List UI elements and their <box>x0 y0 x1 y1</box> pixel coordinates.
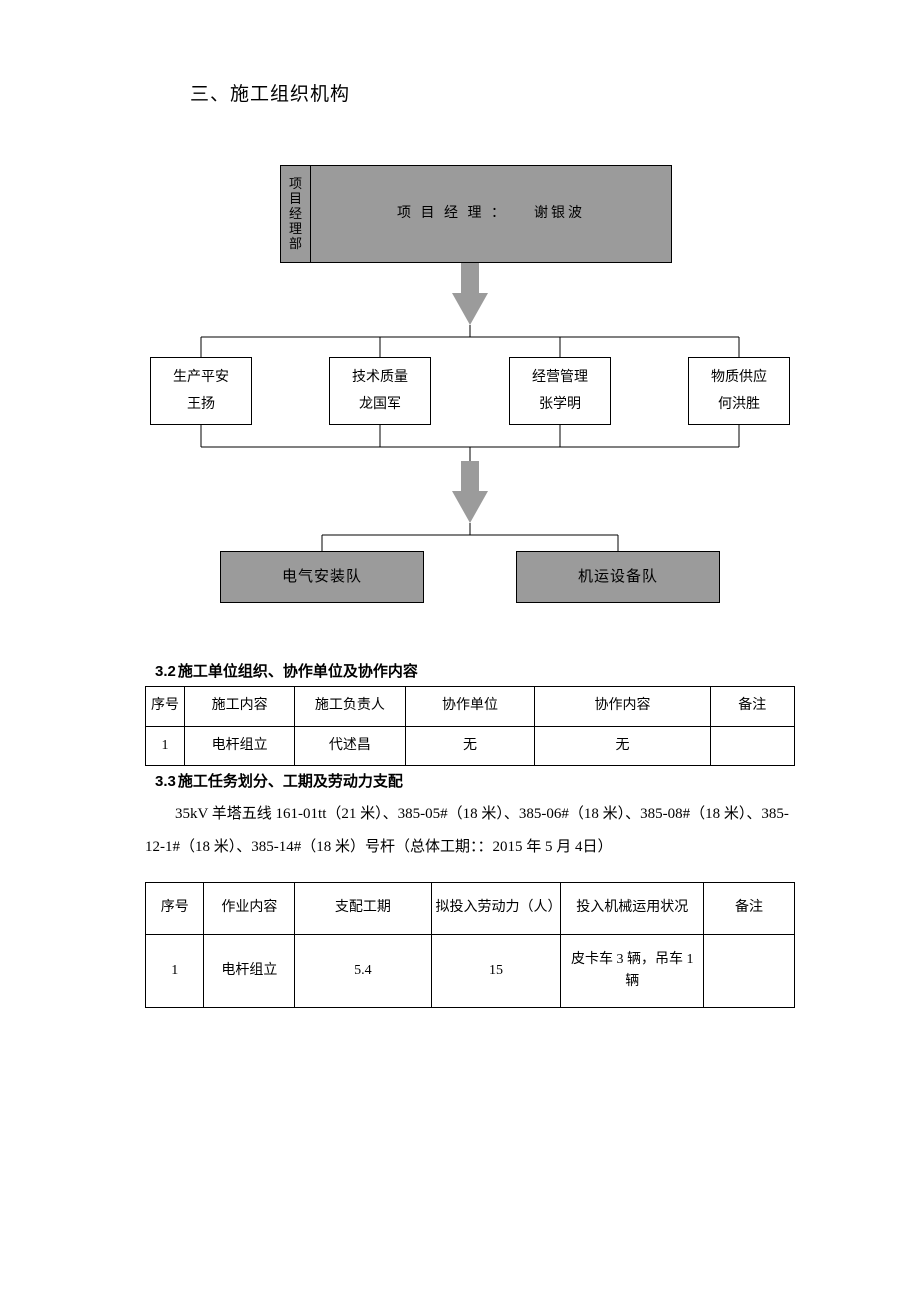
cell: 15 <box>431 934 561 1008</box>
col-header: 施工内容 <box>184 687 294 726</box>
mid-box-2: 经营管理 张学明 <box>509 357 611 425</box>
person: 何洪胜 <box>718 394 760 416</box>
cell: 无 <box>405 726 535 765</box>
col-header: 拟投入劳动力（人） <box>431 883 561 934</box>
org-chart: 项目经理部 项 目 经 理 ： 谢银波 生产平安 王扬 技术质量 龙国军 经营管… <box>150 165 790 605</box>
cell: 无 <box>535 726 710 765</box>
col-header: 协作内容 <box>535 687 710 726</box>
pm-box: 项目经理部 项 目 经 理 ： 谢银波 <box>280 165 672 263</box>
col-header: 支配工期 <box>295 883 431 934</box>
cell: 1 <box>146 934 204 1008</box>
cell <box>704 934 795 1008</box>
table-row: 序号 作业内容 支配工期 拟投入劳动力（人） 投入机械运用状况 备注 <box>146 883 795 934</box>
page-title: 三、施工组织机构 <box>190 80 795 110</box>
col-header: 协作单位 <box>405 687 535 726</box>
person: 王扬 <box>187 394 215 416</box>
table-row: 序号 施工内容 施工负责人 协作单位 协作内容 备注 <box>146 687 795 726</box>
bottom-box-1: 机运设备队 <box>516 551 720 603</box>
person: 张学明 <box>539 394 581 416</box>
cell: 电杆组立 <box>204 934 295 1008</box>
cell: 1 <box>146 726 185 765</box>
cell <box>710 726 794 765</box>
person: 龙国军 <box>359 394 401 416</box>
role: 生产平安 <box>173 367 229 389</box>
bottom-box-0: 电气安装队 <box>220 551 424 603</box>
sec33-heading: 3.3施工任务划分、工期及劳动力支配 <box>155 770 795 794</box>
col-header: 备注 <box>704 883 795 934</box>
cell: 代述昌 <box>295 726 405 765</box>
pm-dept-label: 项目经理部 <box>281 166 311 262</box>
col-header: 序号 <box>146 883 204 934</box>
table-row: 1 电杆组立 5.4 15 皮卡车 3 辆，吊车 1 辆 <box>146 934 795 1008</box>
mid-box-3: 物质供应 何洪胜 <box>688 357 790 425</box>
col-header: 序号 <box>146 687 185 726</box>
cell: 电杆组立 <box>184 726 294 765</box>
role: 物质供应 <box>711 367 767 389</box>
col-header: 备注 <box>710 687 794 726</box>
role: 经营管理 <box>532 367 588 389</box>
sec33-body: 35kV 羊塔五线 161-01tt（21 米）、385-05#（18 米）、3… <box>145 798 795 864</box>
col-header: 投入机械运用状况 <box>561 883 704 934</box>
mid-box-1: 技术质量 龙国军 <box>329 357 431 425</box>
cell: 5.4 <box>295 934 431 1008</box>
col-header: 作业内容 <box>204 883 295 934</box>
role: 技术质量 <box>352 367 408 389</box>
sec32-heading: 3.2施工单位组织、协作单位及协作内容 <box>155 660 795 684</box>
cell: 皮卡车 3 辆，吊车 1 辆 <box>561 934 704 1008</box>
pm-name: 项 目 经 理 ： 谢银波 <box>311 166 671 262</box>
col-header: 施工负责人 <box>295 687 405 726</box>
table-33: 序号 作业内容 支配工期 拟投入劳动力（人） 投入机械运用状况 备注 1 电杆组… <box>145 882 795 1008</box>
table-32: 序号 施工内容 施工负责人 协作单位 协作内容 备注 1 电杆组立 代述昌 无 … <box>145 686 795 766</box>
table-row: 1 电杆组立 代述昌 无 无 <box>146 726 795 765</box>
mid-box-0: 生产平安 王扬 <box>150 357 252 425</box>
